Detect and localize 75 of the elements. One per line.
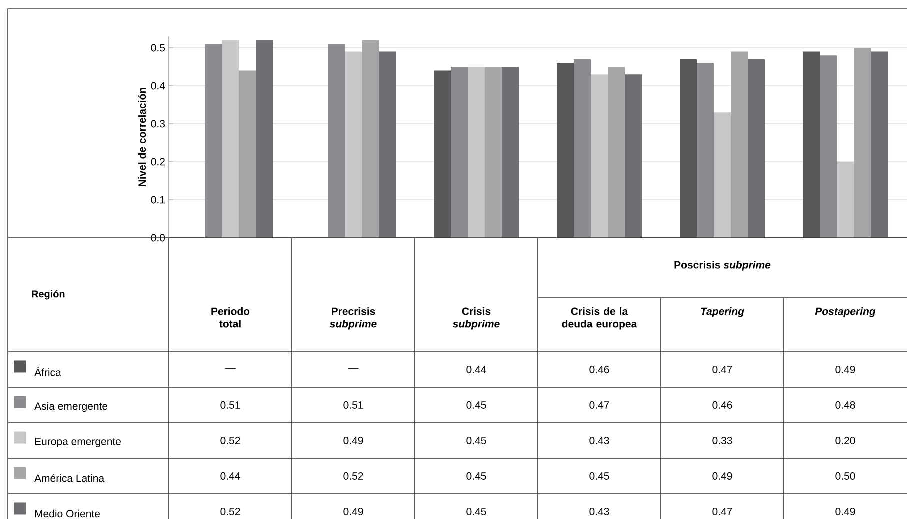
data-label: 0.52 xyxy=(220,508,240,516)
legend-label: Europa emergente xyxy=(35,438,122,448)
data-label: 0.44 xyxy=(220,472,240,480)
data-label: 0.45 xyxy=(466,437,486,444)
data-label: 0.49 xyxy=(344,437,364,444)
bar xyxy=(362,40,380,238)
data-label: 0.47 xyxy=(590,402,610,409)
y-tick-label: 0.3 xyxy=(151,120,166,128)
data-label: 0.50 xyxy=(836,472,856,480)
text: Poscrisis subprime xyxy=(674,261,771,271)
text: — xyxy=(348,368,359,369)
bar xyxy=(451,66,468,238)
bar xyxy=(854,48,872,238)
bar xyxy=(379,52,396,238)
y-tick-label: 0.2 xyxy=(151,158,165,166)
bar xyxy=(714,112,732,238)
legend-label: África xyxy=(34,367,62,376)
text: Región xyxy=(32,290,65,300)
x-tick-label: Crisis de la deuda europea xyxy=(562,308,638,330)
data-label: 0.43 xyxy=(590,437,610,444)
legend-label: América Latina xyxy=(34,474,105,482)
data-label: 0.45 xyxy=(590,472,610,480)
data-label: 0.33 xyxy=(712,437,732,444)
bar xyxy=(748,59,766,238)
x-tick-label: Postapering xyxy=(815,308,876,318)
data-label: 0.49 xyxy=(836,508,856,516)
bar xyxy=(803,52,820,238)
y-tick-label: 0.1 xyxy=(151,196,165,204)
x-tick-label: Tapering xyxy=(701,308,744,318)
bar xyxy=(680,59,698,238)
data-label: 0.45 xyxy=(466,472,486,480)
legend-label: Medio Oriente xyxy=(35,510,100,518)
data-label: 0.52 xyxy=(220,437,240,444)
bar xyxy=(502,66,520,238)
data-label: 0.20 xyxy=(836,437,856,444)
x-tick-label: Precrisis subprime xyxy=(330,308,377,330)
legend-label: Asia emergente xyxy=(34,402,108,412)
data-label: 0.46 xyxy=(712,402,732,409)
data-label: 0.49 xyxy=(344,508,364,516)
data-label: 0.49 xyxy=(836,366,856,374)
bar xyxy=(871,52,888,238)
bar xyxy=(328,44,346,238)
data-label: 0.44 xyxy=(466,366,486,374)
data-label: 0.51 xyxy=(220,402,240,409)
bar xyxy=(239,70,256,238)
bar xyxy=(468,66,486,238)
bar xyxy=(820,56,838,238)
data-label: 0.43 xyxy=(590,508,610,516)
data-label: 0.48 xyxy=(836,402,856,409)
bar xyxy=(625,74,642,238)
x-tick-label: Crisis subprime xyxy=(453,308,500,330)
data-label: 0.47 xyxy=(712,366,732,374)
bar xyxy=(205,44,222,238)
x-tick-label: Periodo total xyxy=(212,308,250,328)
data-label: 0.46 xyxy=(590,366,610,374)
bar xyxy=(608,66,626,238)
bar xyxy=(345,52,362,238)
data-label: 0.45 xyxy=(466,508,486,516)
bar xyxy=(697,63,714,238)
data-label: 0.45 xyxy=(466,402,486,409)
bar xyxy=(557,63,574,238)
bar xyxy=(485,66,502,238)
data-label: 0.52 xyxy=(344,472,364,480)
text: — xyxy=(225,368,236,369)
data-label: 0.47 xyxy=(712,508,732,516)
data-label: 0.49 xyxy=(712,472,732,480)
bar xyxy=(256,40,274,238)
bar xyxy=(591,74,608,238)
bar xyxy=(731,52,748,238)
bar xyxy=(574,59,592,238)
y-tick-label: 0.4 xyxy=(151,82,166,90)
bar xyxy=(434,70,452,238)
data-label: 0.51 xyxy=(344,402,364,409)
y-axis-title: Nivel de correlación xyxy=(138,88,146,186)
y-tick-label: 0.5 xyxy=(151,44,166,52)
